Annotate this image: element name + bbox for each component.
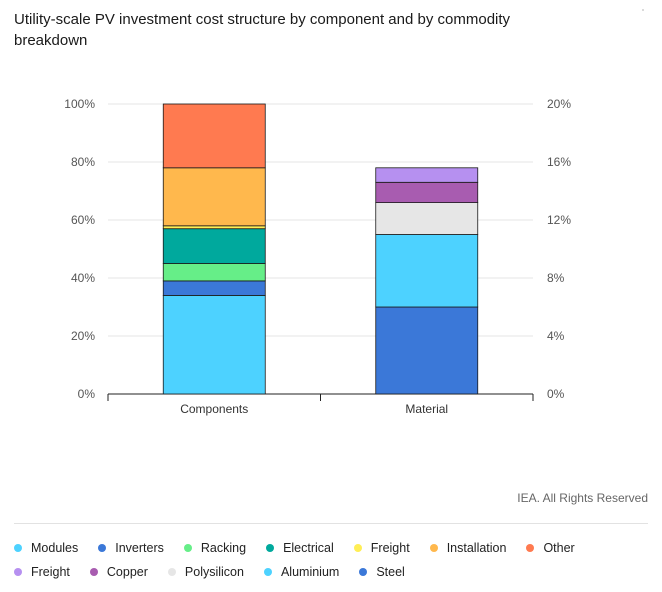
legend-label: Modules: [31, 541, 79, 555]
bar-segment-components-racking: [162, 263, 266, 282]
right-tick-label: 4%: [547, 329, 565, 343]
legend-label: Racking: [200, 541, 247, 555]
bar-segment-material-copper: [375, 181, 479, 204]
legend-label: Installation: [446, 541, 507, 555]
legend-swatch-icon: [353, 544, 362, 552]
legend-item-modules[interactable]: Modules: [14, 541, 78, 555]
legend-swatch-icon: [98, 544, 107, 552]
legend-divider: [14, 523, 648, 524]
legend-label: Inverters: [115, 541, 164, 555]
legend-label: Other: [543, 541, 575, 555]
bar-segment-components-modules: [162, 294, 266, 395]
legend-item-inverters[interactable]: Inverters: [98, 541, 164, 555]
legend-swatch-icon: [266, 544, 275, 552]
bar-segment-material-steel: [375, 306, 479, 395]
source-note: IEA. All Rights Reserved: [517, 491, 648, 505]
bar-segment-material-polysilicon: [375, 202, 479, 235]
legend-item-steel[interactable]: Steel: [359, 565, 405, 579]
legend-swatch-icon: [526, 544, 535, 552]
legend-label: Steel: [376, 565, 405, 579]
legend-item-racking[interactable]: Racking: [183, 541, 247, 555]
category-label-components: Components: [180, 402, 248, 416]
legend-row-components: Modules Inverters Racking Electrical Freight…: [14, 541, 654, 555]
legend-label: Freight: [370, 541, 410, 555]
bar-segment-components-freight: [162, 225, 266, 230]
right-tick-label: 16%: [547, 155, 571, 169]
bar-segment-material-freight: [375, 167, 479, 183]
left-tick-label: 80%: [71, 155, 95, 169]
right-tick-label: 0%: [547, 387, 565, 401]
legend-swatch-icon: [263, 568, 272, 576]
left-tick-label: 20%: [71, 329, 95, 343]
left-tick-label: 60%: [71, 213, 95, 227]
legend-row-material: Freight Copper Polysilicon Aluminium Steel: [14, 565, 654, 579]
left-tick-label: 100%: [64, 97, 95, 111]
legend-swatch-icon: [14, 568, 22, 576]
legend-swatch-icon: [89, 568, 98, 576]
left-tick-label: 40%: [71, 271, 95, 285]
bar-segment-material-aluminium: [375, 234, 479, 308]
left-tick-label: 0%: [78, 387, 96, 401]
legend-label: Copper: [106, 565, 148, 579]
legend-item-freight[interactable]: Freight: [353, 541, 410, 555]
bar-segment-components-inverters: [162, 280, 266, 296]
legend-item-aluminium[interactable]: Aluminium: [263, 565, 340, 579]
legend-label: Polysilicon: [184, 565, 244, 579]
legend-swatch-icon: [359, 568, 368, 576]
category-label-material: Material: [405, 402, 448, 416]
legend-label: Freight: [31, 565, 70, 579]
legend-item-electrical[interactable]: Electrical: [266, 541, 334, 555]
legend-item-copper[interactable]: Copper: [89, 565, 148, 579]
menu-dot-icon: [642, 9, 644, 11]
legend-label: Aluminium: [280, 565, 340, 579]
legend-label: Electrical: [283, 541, 334, 555]
right-tick-label: 8%: [547, 271, 565, 285]
legend-swatch-icon: [429, 544, 438, 552]
right-tick-label: 20%: [547, 97, 571, 111]
bar-segment-components-installation: [162, 167, 266, 227]
legend-item-polysilicon[interactable]: Polysilicon: [167, 565, 244, 579]
bar-segment-components-other: [162, 103, 266, 169]
right-tick-label: 12%: [547, 213, 571, 227]
legend-swatch-icon: [14, 544, 22, 552]
legend-item-freight[interactable]: Freight: [14, 565, 70, 579]
legend-swatch-icon: [183, 544, 192, 552]
stacked-bar-chart: 0% 20% 40% 60% 80% 100% 0% 4% 8% 12% 16% 20% Compone…: [64, 97, 571, 416]
legend-swatch-icon: [167, 568, 176, 576]
legend-item-other[interactable]: Other: [526, 541, 575, 555]
bar-segment-components-electrical: [162, 228, 266, 264]
chart-title: Utility-scale PV investment cost structu…: [14, 11, 511, 49]
legend-item-installation[interactable]: Installation: [429, 541, 507, 555]
